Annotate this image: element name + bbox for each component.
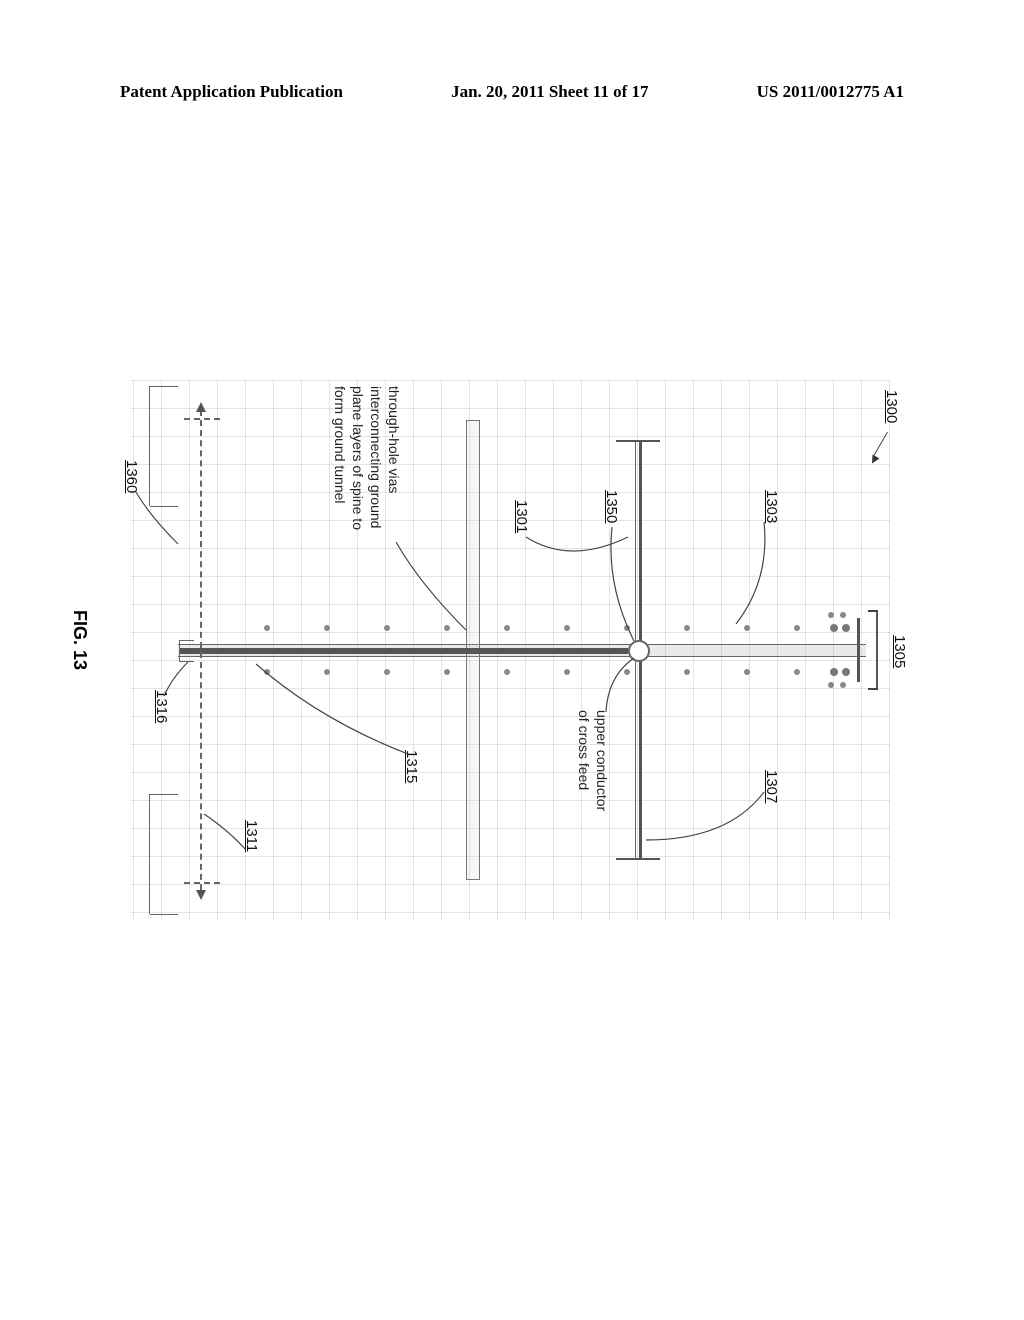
label-vias-1: through-hole vias xyxy=(386,386,402,493)
via xyxy=(830,624,838,632)
figure-rotated-container: 1300 1305 xyxy=(50,350,950,950)
leader-1311 xyxy=(198,810,248,860)
dashed-cap-right xyxy=(184,882,220,884)
label-vias-3: plane layers of spine to xyxy=(350,386,366,530)
via xyxy=(264,625,270,631)
bottom-bracket-left-up1 xyxy=(150,386,178,387)
leader-1315 xyxy=(250,660,410,760)
bottom-bracket-right-up2 xyxy=(150,914,178,915)
label-upper-conductor-2: of cross feed xyxy=(576,710,592,790)
leader-1360 xyxy=(134,490,180,550)
via xyxy=(830,668,838,676)
header-center: Jan. 20, 2011 Sheet 11 of 17 xyxy=(451,82,648,102)
label-vias-2: interconnecting ground xyxy=(368,386,384,528)
via xyxy=(564,625,570,631)
via xyxy=(840,612,846,618)
leader-1316 xyxy=(160,660,190,700)
via xyxy=(828,612,834,618)
ref-1300: 1300 xyxy=(883,390,900,423)
via xyxy=(794,669,800,675)
label-vias-4: form ground tunnel xyxy=(332,386,348,504)
via xyxy=(504,669,510,675)
header-right: US 2011/0012775 A1 xyxy=(757,82,904,102)
via xyxy=(444,669,450,675)
via xyxy=(564,669,570,675)
leader-upper-conductor xyxy=(600,656,636,716)
bottom-bracket-right-base xyxy=(149,794,150,914)
figure-caption: FIG. 13 xyxy=(69,610,90,670)
bracket-1305-left xyxy=(868,610,878,612)
ref-1301: 1301 xyxy=(513,500,530,533)
ref-1303: 1303 xyxy=(763,490,780,523)
page-header: Patent Application Publication Jan. 20, … xyxy=(0,82,1024,102)
via xyxy=(840,682,846,688)
via xyxy=(684,669,690,675)
dashed-line-1316 xyxy=(200,410,202,890)
spine-foot-bottom xyxy=(179,640,180,662)
via xyxy=(324,625,330,631)
spine-foot-left xyxy=(180,640,194,641)
arrow-right-1316 xyxy=(196,890,206,900)
cross-arm-right-cap xyxy=(616,858,660,860)
header-left: Patent Application Publication xyxy=(120,82,343,102)
dashed-cap-left xyxy=(184,418,220,420)
leader-vias xyxy=(390,540,470,635)
via xyxy=(504,625,510,631)
figure-area: 1300 1305 xyxy=(50,350,950,950)
via xyxy=(684,625,690,631)
via xyxy=(828,682,834,688)
cross-arm-left-cap xyxy=(616,440,660,442)
bracket-1305-top xyxy=(876,610,878,690)
spine-top-cap xyxy=(857,618,860,682)
leader-1301 xyxy=(520,535,630,615)
label-upper-conductor-1: upper conductor xyxy=(594,710,610,811)
via xyxy=(842,624,850,632)
ref-1305: 1305 xyxy=(891,635,908,668)
ref-1350: 1350 xyxy=(603,490,620,523)
spine-center-conductor xyxy=(180,648,628,654)
bottom-bracket-right-up1 xyxy=(150,794,178,795)
bracket-1305-right xyxy=(868,688,878,690)
ref-1360: 1360 xyxy=(123,460,140,493)
via xyxy=(794,625,800,631)
via xyxy=(744,669,750,675)
bottom-bracket-left-base xyxy=(149,386,150,506)
spine-right-edge xyxy=(178,656,866,657)
arrow-left-1316 xyxy=(196,402,206,412)
via xyxy=(842,668,850,676)
leader-1303 xyxy=(722,520,772,630)
leader-1307 xyxy=(638,780,768,850)
